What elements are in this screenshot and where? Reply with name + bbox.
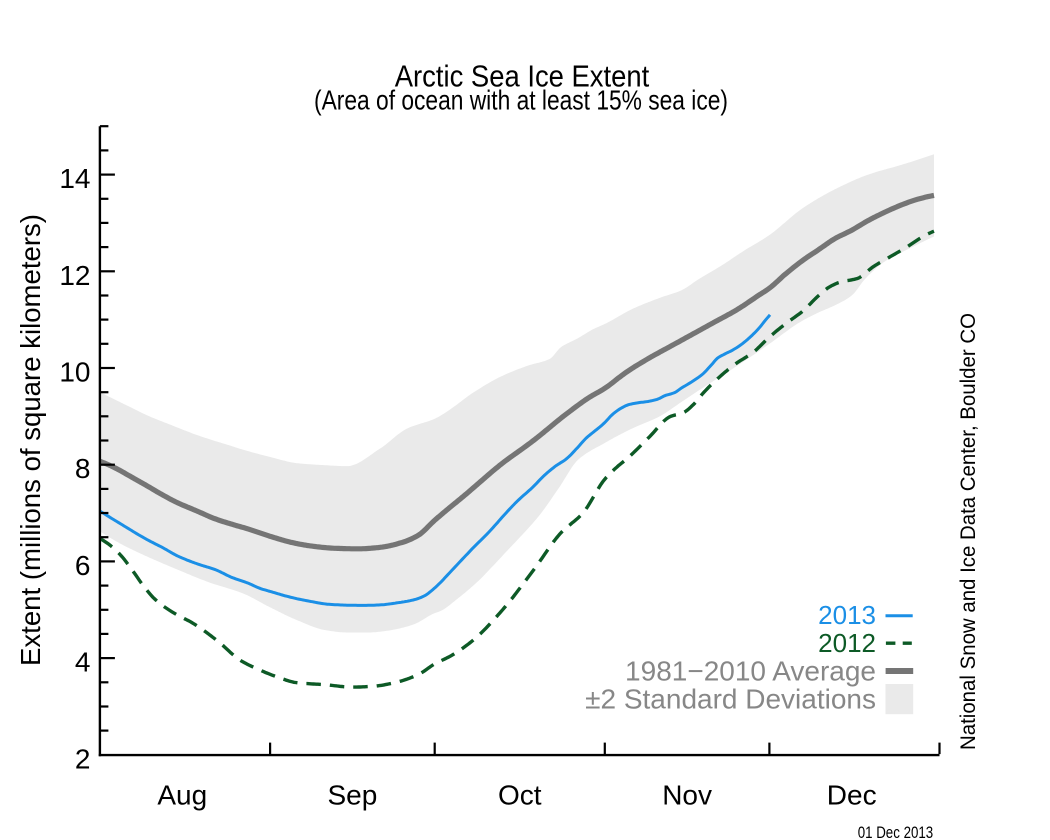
svg-text:Aug: Aug bbox=[157, 780, 207, 811]
svg-text:12: 12 bbox=[59, 260, 90, 291]
svg-text:±2 Standard Deviations: ±2 Standard Deviations bbox=[585, 684, 876, 715]
svg-text:Arctic Sea Ice Extent: Arctic Sea Ice Extent bbox=[395, 59, 650, 94]
svg-text:Dec: Dec bbox=[827, 780, 877, 811]
svg-text:6: 6 bbox=[75, 550, 91, 581]
svg-text:01 Dec 2013: 01 Dec 2013 bbox=[858, 824, 934, 840]
svg-text:10: 10 bbox=[59, 357, 90, 388]
svg-text:8: 8 bbox=[75, 453, 91, 484]
svg-text:Oct: Oct bbox=[498, 780, 542, 811]
svg-text:Extent (millions of square kil: Extent (millions of square kilometers) bbox=[15, 214, 46, 666]
svg-text:1981−2010 Average: 1981−2010 Average bbox=[625, 656, 876, 687]
svg-text:Nov: Nov bbox=[662, 780, 712, 811]
svg-text:4: 4 bbox=[75, 647, 91, 678]
svg-text:Sep: Sep bbox=[327, 780, 377, 811]
svg-text:2013: 2013 bbox=[818, 600, 876, 630]
svg-text:(Area of ocean with at least 1: (Area of ocean with at least 15% sea ice… bbox=[314, 85, 728, 116]
svg-text:National Snow and Ice Data Cen: National Snow and Ice Data Center, Bould… bbox=[957, 313, 980, 750]
svg-text:2: 2 bbox=[75, 743, 91, 774]
svg-text:2012: 2012 bbox=[818, 628, 876, 658]
svg-text:14: 14 bbox=[59, 163, 90, 194]
